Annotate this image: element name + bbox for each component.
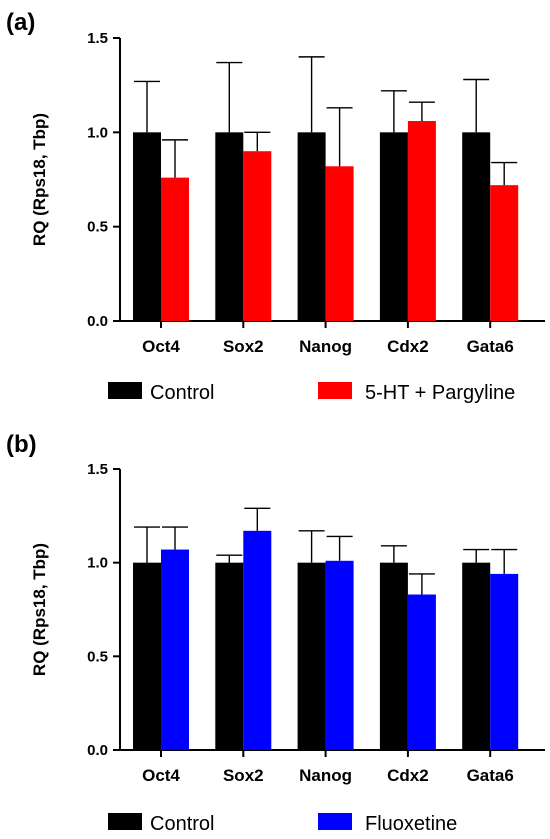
bar-control-nanog [297, 132, 326, 321]
x-tick-label-cdx2: Cdx2 [387, 337, 429, 356]
bar-control-oct4 [133, 562, 161, 750]
x-tick-label-sox2: Sox2 [223, 766, 264, 785]
bar-5-ht-pargyline-nanog [325, 166, 354, 321]
bar-fluoxetine-nanog [325, 560, 354, 750]
bar-control-sox2 [215, 132, 244, 321]
legend-swatch-fluoxetine [318, 813, 352, 830]
y-tick-label: 0.5 [87, 219, 108, 236]
y-tick-label: 0.5 [87, 648, 108, 665]
legend-swatch-control [108, 813, 142, 830]
x-tick-label-oct4: Oct4 [142, 766, 180, 785]
chart-panel-b: (b) 0.0 0.5 1.0 1.5 RQ (Rps18, Tbp) Oct4 Sox2 Na… [6, 431, 545, 835]
bar-fluoxetine-cdx2 [407, 594, 436, 750]
y-tick-label: 1.5 [87, 30, 108, 47]
bar-fluoxetine-sox2 [243, 530, 272, 750]
bar-control-cdx2 [379, 132, 408, 321]
x-tick-label-gata6: Gata6 [467, 337, 514, 356]
legend-label: 5-HT + Pargyline [365, 382, 515, 404]
y-tick-label: 1.0 [87, 124, 108, 141]
x-tick-label-nanog: Nanog [299, 337, 352, 356]
y-tick-label: 0.0 [87, 742, 108, 759]
y-axis-label: RQ (Rps18, Tbp) [30, 543, 49, 676]
bar-fluoxetine-gata6 [490, 573, 519, 750]
x-tick-label-oct4: Oct4 [142, 337, 180, 356]
y-tick-label: 1.5 [87, 461, 108, 478]
bar-5-ht-pargyline-cdx2 [407, 121, 436, 321]
bar-control-gata6 [462, 562, 491, 750]
legend-label: Control [150, 813, 214, 835]
legend-swatch-control [108, 382, 142, 399]
x-tick-label-sox2: Sox2 [223, 337, 264, 356]
panel-label: (b) [6, 431, 37, 458]
bar-control-cdx2 [379, 562, 408, 750]
bar-control-gata6 [462, 132, 491, 321]
bar-fluoxetine-oct4 [161, 549, 189, 750]
legend-swatch-5-ht-pargyline [318, 382, 352, 399]
panel-label: (a) [6, 9, 35, 36]
x-tick-label-gata6: Gata6 [467, 766, 514, 785]
x-tick-label-cdx2: Cdx2 [387, 766, 429, 785]
bar-5-ht-pargyline-sox2 [243, 151, 272, 321]
bar-control-sox2 [215, 562, 244, 750]
bar-control-nanog [297, 562, 326, 750]
bar-5-ht-pargyline-oct4 [161, 177, 189, 321]
bar-5-ht-pargyline-gata6 [490, 185, 519, 321]
legend-label: Control [150, 382, 214, 404]
y-tick-label: 1.0 [87, 555, 108, 572]
y-tick-label: 0.0 [87, 313, 108, 330]
x-tick-label-nanog: Nanog [299, 766, 352, 785]
y-axis-label: RQ (Rps18, Tbp) [30, 113, 49, 246]
chart-panel-a: (a) 0.0 0.5 1.0 1.5 RQ (Rps18, Tbp) Oct4 Sox2 Na… [6, 9, 545, 404]
bar-control-oct4 [133, 132, 161, 321]
legend-label: Fluoxetine [365, 813, 457, 835]
